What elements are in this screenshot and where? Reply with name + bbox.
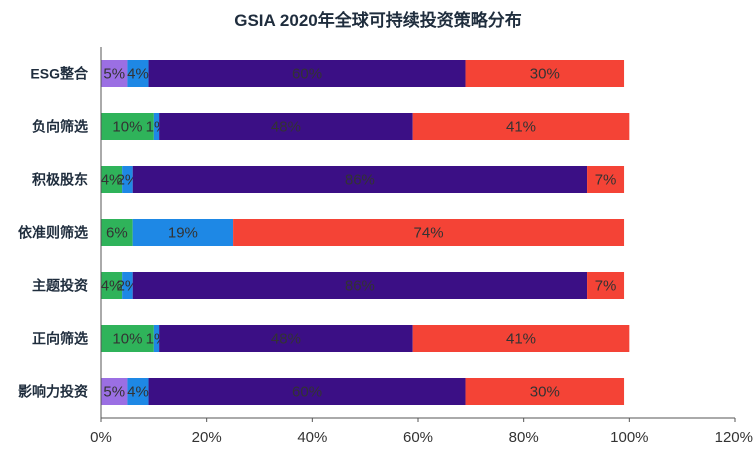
bar-segment [412, 113, 630, 140]
bar-segment [153, 113, 160, 140]
bars-layer: 5% 4% 60% 30%10% 1% 48% 41%4%2% 86% 7%6% 19% 74%4%… [101, 60, 630, 405]
bar-segment [127, 60, 149, 87]
x-tick-label: 80% [509, 429, 539, 446]
bar-segment [587, 166, 625, 193]
bar-segment [148, 60, 466, 87]
category-label: 积极股东 [32, 172, 88, 188]
bar-segment [101, 219, 133, 246]
bar-segment [587, 272, 625, 299]
bar-segment [132, 219, 234, 246]
bar-segment [101, 272, 123, 299]
data-label: 4% [101, 278, 123, 295]
x-tick-label: 20% [192, 429, 222, 446]
data-label: 7% [595, 172, 617, 189]
data-label: 41% [506, 119, 536, 136]
data-label: 30% [530, 66, 560, 83]
x-tick-labels: 0% 20% 40% 60% 80% 100% 120% [90, 418, 753, 446]
data-label: 60% [292, 384, 322, 401]
bar-segment [465, 60, 625, 87]
data-label: 30% [530, 384, 560, 401]
data-label: 5% [103, 66, 125, 83]
bar-segment [132, 166, 588, 193]
data-label: 4% [127, 384, 149, 401]
bar-segment [101, 113, 154, 140]
data-label: 41% [506, 331, 536, 348]
bar-segment [122, 272, 133, 299]
category-label: 负向筛选 [32, 119, 88, 135]
bar-segment [148, 378, 466, 405]
data-label: 86% [345, 172, 375, 189]
data-label: 48% [271, 331, 301, 348]
bar-segment [159, 113, 413, 140]
bar-segment [153, 325, 160, 352]
bar-segment [132, 272, 588, 299]
data-label: 10% [112, 119, 142, 136]
chart-title: GSIA 2020年全球可持续投资策略分布 [234, 11, 522, 30]
bar-segment [127, 378, 149, 405]
bar-segment [122, 166, 133, 193]
data-label: 86% [345, 278, 375, 295]
x-tick-label: 40% [297, 429, 327, 446]
bar-segment [159, 325, 413, 352]
bar-segment [412, 325, 630, 352]
x-tick-label: 60% [403, 429, 433, 446]
category-label: 影响力投资 [18, 384, 88, 400]
bar-segment [101, 60, 128, 87]
category-label: 正向筛选 [32, 331, 88, 347]
data-label: 60% [292, 66, 322, 83]
bar-segment [101, 378, 128, 405]
data-label: 7% [595, 278, 617, 295]
data-label: 4% [127, 66, 149, 83]
data-label: 19% [168, 225, 198, 242]
bar-segment [233, 219, 625, 246]
bar-segment [101, 325, 154, 352]
category-label: 主题投资 [32, 278, 88, 294]
data-label: 74% [414, 225, 444, 242]
data-label: 4% [101, 172, 123, 189]
bar-segment [101, 166, 123, 193]
category-label: 依准则筛选 [18, 225, 88, 241]
data-label: 5% [103, 384, 125, 401]
x-tick-label: 100% [610, 429, 648, 446]
bar-segment [465, 378, 625, 405]
x-tick-label: 0% [90, 429, 112, 446]
x-tick-label: 120% [715, 429, 753, 446]
data-label: 48% [271, 119, 301, 136]
category-label: ESG整合 [30, 66, 89, 82]
data-label: 10% [112, 331, 142, 348]
data-label: 6% [106, 225, 128, 242]
